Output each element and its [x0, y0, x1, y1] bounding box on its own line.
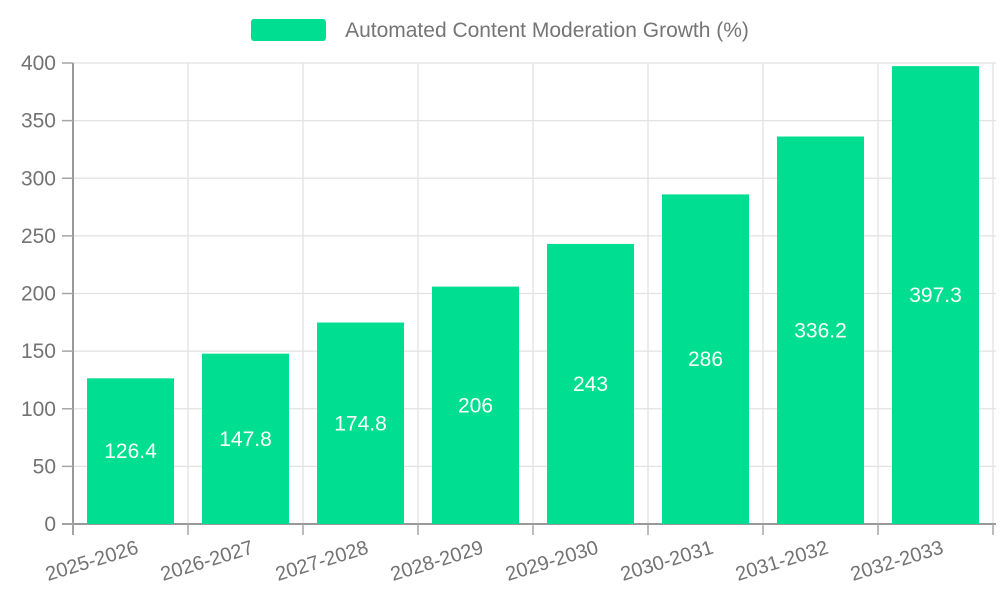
y-tick-label: 0 [44, 513, 56, 536]
bar-value-label: 286 [688, 348, 723, 371]
bar-value-label: 336.2 [794, 319, 847, 342]
x-tick-label: 2025-2026 [43, 537, 141, 586]
y-tick-label: 250 [21, 225, 56, 248]
x-tick-label: 2026-2027 [158, 537, 256, 586]
x-tick-label: 2032-2033 [848, 537, 946, 586]
y-tick-label: 50 [33, 455, 56, 478]
x-tick-label: 2028-2029 [388, 537, 486, 586]
bar[interactable] [547, 243, 634, 524]
x-tick-label: 2027-2028 [273, 537, 371, 586]
y-tick-label: 200 [21, 283, 56, 306]
bar-value-label: 243 [573, 373, 608, 396]
bar[interactable] [777, 136, 864, 525]
bar-value-label: 174.8 [334, 412, 387, 435]
y-tick-label: 350 [21, 110, 56, 133]
bar-value-label: 147.8 [219, 428, 272, 451]
legend-label: Automated Content Moderation Growth (%) [345, 18, 749, 42]
bar[interactable] [317, 322, 404, 524]
y-tick-label: 300 [21, 167, 56, 190]
bar[interactable] [662, 194, 749, 524]
x-tick-label: 2031-2032 [733, 537, 831, 586]
x-tick-label: 2030-2031 [618, 537, 716, 586]
legend-swatch [251, 19, 327, 41]
y-tick-label: 400 [21, 52, 56, 75]
bar[interactable] [87, 378, 174, 524]
bar[interactable] [892, 66, 979, 524]
bar-value-label: 206 [458, 394, 493, 417]
bar[interactable] [432, 286, 519, 524]
bar-value-label: 126.4 [104, 440, 157, 463]
y-tick-label: 150 [21, 340, 56, 363]
bar[interactable] [202, 353, 289, 524]
y-tick-label: 100 [21, 398, 56, 421]
bar-value-label: 397.3 [909, 284, 962, 307]
legend[interactable]: Automated Content Moderation Growth (%) [0, 19, 1000, 41]
x-tick-label: 2029-2030 [503, 537, 601, 586]
